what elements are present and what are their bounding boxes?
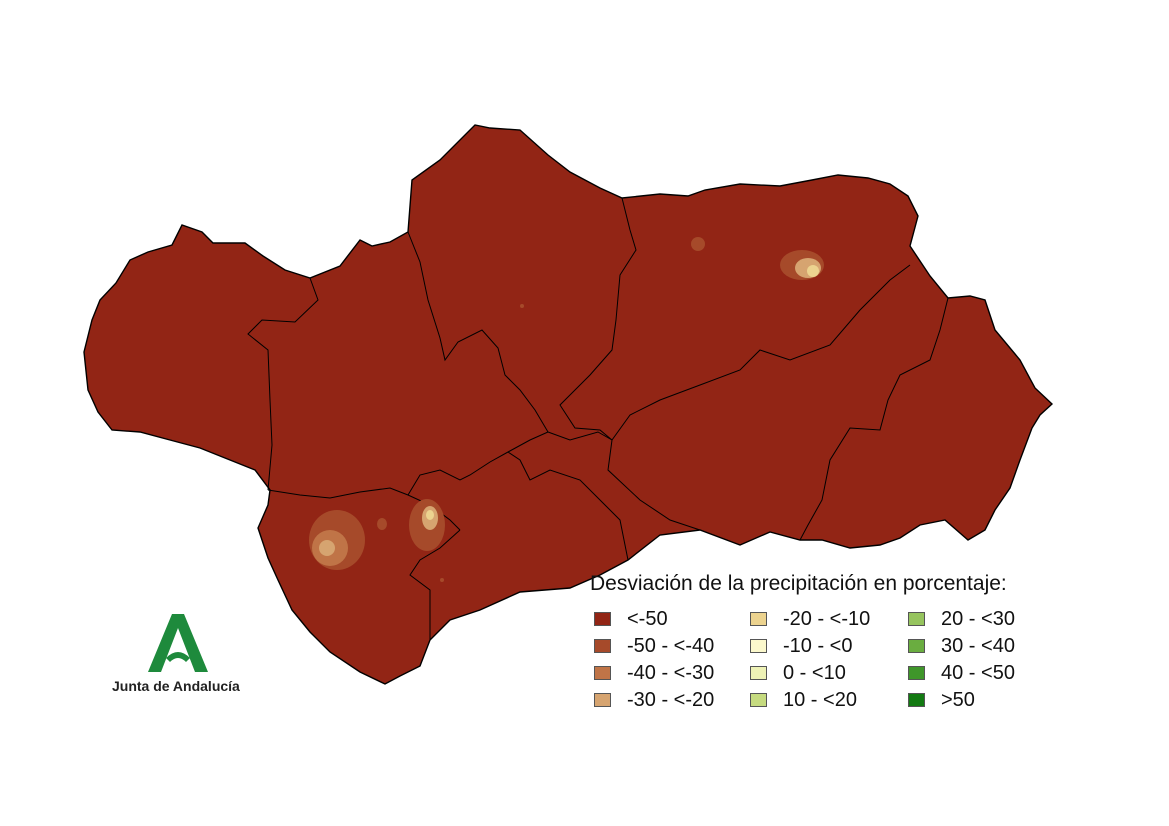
legend-label: -20 - <-10 [783,607,871,630]
legend-label: <-50 [627,607,668,630]
hotspot-jaen-east-layer-2 [807,265,819,277]
legend-swatch [750,612,767,626]
border-malaga-cadiz [409,529,461,640]
hotspot-jaen-west [691,237,705,251]
legend-item: 40 - <50 [908,662,1015,684]
hotspot-sierra [409,499,445,551]
legend-item: -20 - <-10 [750,608,870,630]
border-cordoba-granada [547,431,701,531]
legend-label: 30 - <40 [941,634,1015,657]
legend-item: -40 - <-30 [594,662,714,684]
legend-swatch [750,639,767,653]
hotspot-cadiz-small-layer-0 [377,518,387,530]
legend-label: 20 - <30 [941,607,1015,630]
legend-swatch [908,612,925,626]
legend-swatch [908,639,925,653]
hotspot-cordoba-dot [520,304,524,308]
border-jaen-granada [611,264,911,441]
legend-item: -50 - <-40 [594,635,714,657]
hotspot-jaen-east [780,250,824,280]
hotspot-cadiz-small [377,518,387,530]
border-sevilla-cordoba [407,231,549,496]
legend-label: 10 - <20 [783,688,857,711]
legend-swatch [750,666,767,680]
junta-logo-icon [148,614,208,672]
legend-grid: <-50 -50 - <-40 -40 - <-30 -30 - <-20 -20 - … [590,608,1060,728]
legend-item: <-50 [594,608,668,630]
legend-item: -10 - <0 [750,635,852,657]
legend-label: >50 [941,688,975,711]
legend-item: 10 - <20 [750,689,857,711]
hotspot-sierra-layer-2 [426,510,434,520]
anomaly-hotspots [309,237,824,582]
brand-name: Junta de Andalucía [112,678,240,694]
hotspot-jaen-west-layer-0 [691,237,705,251]
legend-label: -50 - <-40 [627,634,715,657]
legend: Desviación de la precipitación en porcen… [590,572,1060,728]
legend-swatch [594,639,611,653]
legend-label: -40 - <-30 [627,661,715,684]
legend-item: 20 - <30 [908,608,1015,630]
province-borders [247,197,949,640]
hotspot-malaga-dot-layer-0 [440,578,444,582]
border-granada-almeria [799,297,949,541]
hotspot-cadiz-west [309,510,365,570]
hotspot-cadiz-west-layer-2 [319,540,335,556]
legend-item: -30 - <-20 [594,689,714,711]
legend-swatch [594,666,611,680]
border-malaga-granada [507,451,629,561]
legend-label: 0 - <10 [783,661,846,684]
legend-label: -30 - <-20 [627,688,715,711]
legend-item: 0 - <10 [750,662,846,684]
brand: Junta de Andalucía [112,612,262,694]
legend-swatch [908,666,925,680]
legend-title: Desviación de la precipitación en porcen… [590,572,1007,595]
border-cordoba-jaen [559,197,637,441]
hotspot-cordoba-dot-layer-0 [520,304,524,308]
legend-swatch [594,693,611,707]
legend-item: >50 [908,689,975,711]
border-huelva-sevilla [247,277,319,491]
legend-swatch [750,693,767,707]
legend-item: 30 - <40 [908,635,1015,657]
legend-swatch [594,612,611,626]
legend-swatch [908,693,925,707]
legend-label: 40 - <50 [941,661,1015,684]
legend-label: -10 - <0 [783,634,853,657]
hotspot-malaga-dot [440,578,444,582]
